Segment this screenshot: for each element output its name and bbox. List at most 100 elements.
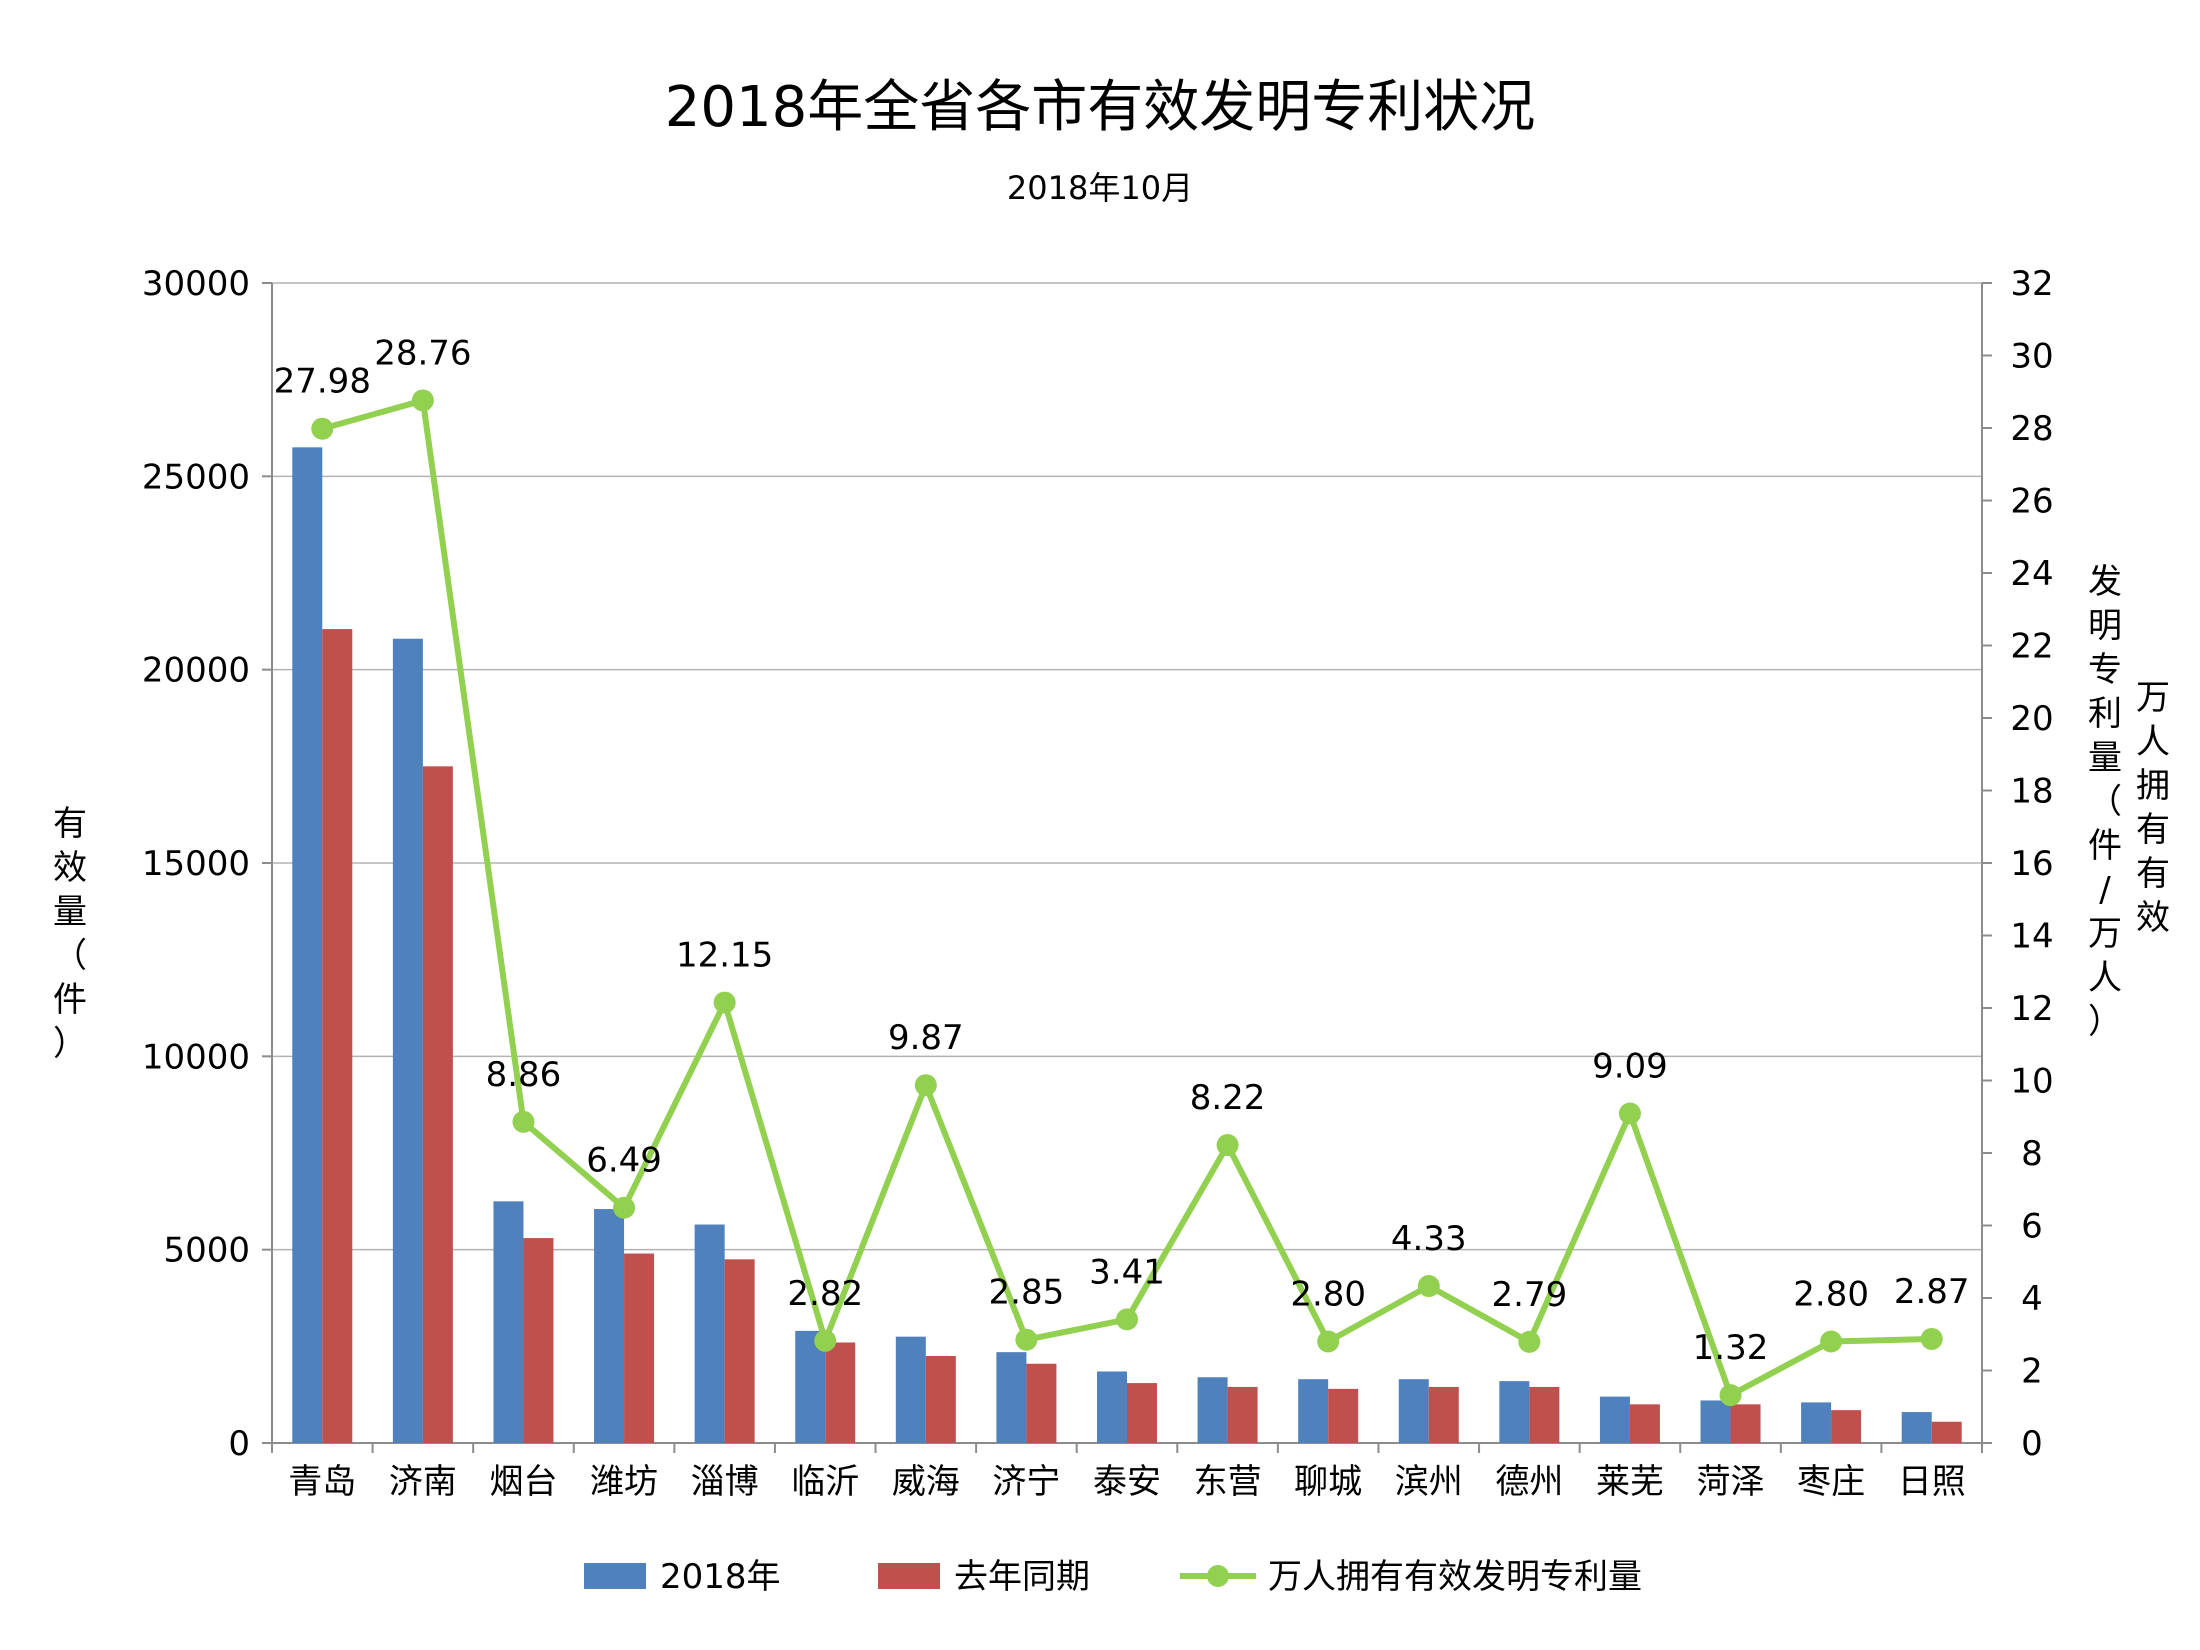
data-label: 27.98 (274, 362, 371, 402)
line-point (713, 991, 736, 1014)
bar-current (392, 638, 423, 1443)
x-tick-label: 聊城 (1294, 1462, 1362, 1502)
x-tick-label: 青岛 (288, 1462, 356, 1502)
bar-previous (724, 1259, 755, 1443)
y-right-tick-label: 26 (2010, 482, 2053, 522)
x-tick-label: 济南 (389, 1462, 457, 1502)
bar-previous (1328, 1388, 1359, 1443)
x-tick-label: 菏泽 (1697, 1462, 1765, 1502)
bar-current (694, 1224, 725, 1443)
bar-previous (1026, 1363, 1057, 1443)
x-tick-label: 日照 (1898, 1462, 1966, 1502)
y-right-tick-label: 12 (2010, 989, 2053, 1029)
x-tick-label: 莱芜 (1596, 1462, 1664, 1502)
y-right-tick-label: 16 (2010, 844, 2053, 884)
bar-current (1801, 1402, 1832, 1443)
bar-previous (1730, 1404, 1761, 1443)
y-axis-left-title: 有效量（件） (53, 804, 87, 1064)
bar-current (1499, 1381, 1530, 1443)
y-left-tick-label: 10000 (142, 1037, 250, 1077)
bar-previous (1127, 1383, 1157, 1443)
bar-current (1700, 1400, 1731, 1443)
bar-current (1197, 1377, 1228, 1443)
line-point (1116, 1308, 1138, 1331)
line-point (411, 389, 434, 412)
y-right-tick-label: 18 (2010, 772, 2053, 812)
line-point (613, 1196, 636, 1219)
y-right-tick-label: 20 (2010, 699, 2053, 739)
data-label: 12.15 (676, 936, 773, 976)
line-point (814, 1329, 837, 1352)
y-axis-right-title-inner: 发明专利量（件 / 万人） (2088, 562, 2122, 1042)
data-label: 4.33 (1391, 1219, 1467, 1259)
line-point (311, 417, 334, 440)
x-tick-label: 济宁 (992, 1462, 1060, 1502)
legend-marker-ratio (1207, 1565, 1229, 1587)
x-tick-label: 滨州 (1395, 1462, 1463, 1502)
y-axis-right-title-outer: 万人拥有有效 (2136, 678, 2170, 938)
x-tick-label: 泰安 (1093, 1462, 1161, 1502)
y-left-tick-label: 0 (228, 1424, 250, 1464)
data-label: 6.49 (586, 1141, 662, 1181)
bar-previous (1227, 1386, 1258, 1443)
x-tick-label: 烟台 (489, 1462, 557, 1502)
x-tick-label: 东营 (1194, 1462, 1262, 1502)
bar-current (1901, 1412, 1932, 1443)
y-left-tick-label: 25000 (142, 457, 250, 497)
x-tick-label: 德州 (1495, 1462, 1563, 1502)
line-point (1719, 1384, 1742, 1407)
x-tick-label: 枣庄 (1797, 1462, 1865, 1502)
bar-previous (1831, 1410, 1862, 1443)
line-point (1920, 1327, 1943, 1350)
legend-label-current: 2018年 (660, 1557, 781, 1597)
data-label: 9.09 (1592, 1046, 1668, 1086)
y-right-tick-label: 24 (2010, 554, 2053, 594)
bar-current (996, 1352, 1027, 1443)
y-left-tick-label: 5000 (163, 1231, 250, 1271)
data-label: 9.87 (888, 1018, 964, 1058)
bar-current (1599, 1396, 1630, 1443)
legend-swatch-current (584, 1563, 646, 1589)
y-right-tick-label: 10 (2010, 1062, 2053, 1102)
y-right-tick-label: 30 (2010, 337, 2053, 377)
bar-previous (825, 1342, 856, 1443)
bar-current (1398, 1379, 1429, 1443)
bar-previous (1931, 1421, 1962, 1443)
data-label: 2.80 (1290, 1275, 1366, 1315)
bar-previous (925, 1356, 956, 1443)
data-label: 1.32 (1693, 1328, 1769, 1368)
bar-previous (624, 1253, 655, 1443)
data-label: 2.79 (1492, 1275, 1568, 1315)
y-right-tick-label: 6 (2021, 1207, 2043, 1247)
bar-previous (322, 629, 353, 1443)
data-label: 8.22 (1190, 1078, 1266, 1118)
line-point (1820, 1330, 1843, 1353)
y-right-tick-label: 4 (2021, 1279, 2043, 1319)
line-point (512, 1110, 535, 1133)
bar-previous (1529, 1386, 1560, 1443)
data-label: 2.82 (787, 1274, 863, 1314)
x-tick-label: 淄博 (691, 1462, 759, 1502)
line-point (1518, 1330, 1541, 1353)
data-label: 2.85 (989, 1273, 1065, 1313)
bar-current (493, 1201, 524, 1443)
legend-swatch-previous (878, 1563, 940, 1589)
y-right-tick-label: 8 (2021, 1134, 2043, 1174)
data-label: 3.41 (1089, 1252, 1165, 1292)
bar-current (1097, 1371, 1127, 1443)
y-left-tick-label: 30000 (142, 264, 250, 304)
data-label: 2.80 (1793, 1275, 1869, 1315)
line-point (1417, 1275, 1440, 1298)
line-point (1618, 1102, 1641, 1125)
legend-label-ratio: 万人拥有有效发明专利量 (1268, 1557, 1642, 1597)
y-right-tick-label: 28 (2010, 409, 2053, 449)
data-label: 2.87 (1894, 1272, 1970, 1312)
series-line (321, 397, 1932, 1399)
line-point (1015, 1328, 1038, 1351)
line-point (1216, 1134, 1239, 1157)
bar-current (895, 1336, 926, 1443)
bar-previous (1428, 1386, 1459, 1443)
y-right-tick-label: 0 (2021, 1424, 2043, 1464)
y-left-tick-label: 15000 (142, 844, 250, 884)
